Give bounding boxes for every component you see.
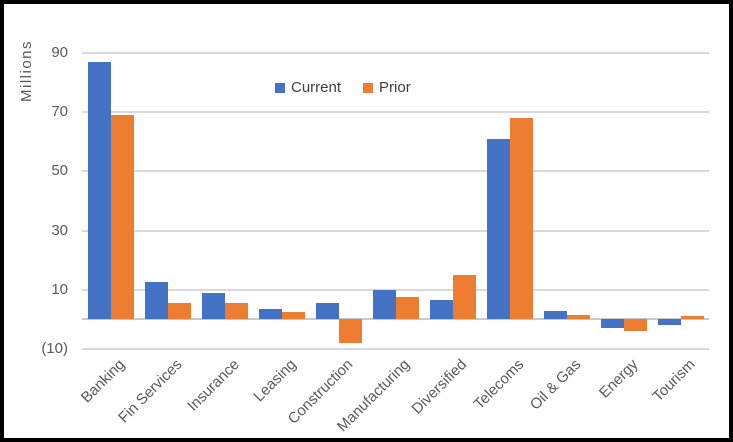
legend-item-current[interactable]: Current (275, 79, 341, 96)
bar-prior-construction[interactable] (338, 319, 362, 344)
bar-current-oil-gas[interactable] (543, 310, 567, 320)
bar-prior-diversified[interactable] (452, 275, 476, 320)
bar-prior-fin-services[interactable] (167, 303, 191, 320)
y-tick-label: (10) (41, 340, 68, 357)
bar-prior-manufacturing[interactable] (395, 297, 419, 320)
bar-current-fin-services[interactable] (144, 282, 168, 320)
category-label: Tourism (649, 356, 699, 406)
gridline-30 (82, 229, 709, 232)
bar-prior-telecoms[interactable] (509, 118, 533, 320)
bar-current-leasing[interactable] (258, 309, 282, 320)
bar-prior-leasing[interactable] (281, 312, 305, 320)
y-tick-label: 50 (51, 162, 68, 180)
bar-prior-oil-gas[interactable] (566, 314, 590, 320)
y-tick-label: 10 (51, 280, 68, 298)
category-axis-line (82, 318, 709, 321)
gridline-70 (82, 111, 709, 114)
bar-prior-banking[interactable] (110, 115, 134, 320)
bar-prior-insurance[interactable] (224, 303, 248, 320)
legend-label-prior: Prior (379, 79, 411, 96)
current-series-swatch-icon (275, 82, 285, 93)
bar-current-energy[interactable] (600, 319, 624, 329)
category-label: Leasing (250, 356, 300, 406)
gridline-90 (82, 52, 709, 54)
gridline-10 (82, 288, 709, 291)
plot-area (82, 52, 709, 350)
category-label: Telecoms (470, 356, 528, 413)
bar-current-tourism[interactable] (657, 319, 681, 326)
gridline-50 (82, 170, 709, 173)
bar-prior-tourism[interactable] (680, 316, 704, 320)
bar-current-construction[interactable] (315, 303, 339, 320)
bar-current-manufacturing[interactable] (372, 289, 396, 320)
y-tick-label: 30 (51, 221, 68, 239)
category-label: Diversified (408, 356, 471, 418)
prior-series-swatch-icon (363, 82, 374, 93)
bar-current-banking[interactable] (87, 61, 111, 320)
legend-item-prior[interactable]: Prior (363, 79, 411, 96)
y-axis-title: Millions (18, 39, 35, 102)
category-label: Oil & Gas (527, 356, 585, 414)
gridline-(10) (82, 348, 709, 350)
bar-prior-energy[interactable] (623, 319, 647, 332)
category-label: Energy (595, 356, 642, 402)
bar-current-insurance[interactable] (201, 292, 225, 320)
category-label: Banking (78, 356, 129, 407)
legend: Current Prior (275, 79, 411, 96)
category-label: Insurance (183, 356, 243, 415)
legend-label-current: Current (291, 79, 342, 96)
y-tick-label: 90 (51, 44, 68, 61)
y-tick-label: 70 (51, 103, 68, 121)
bar-current-diversified[interactable] (429, 300, 453, 320)
bar-current-telecoms[interactable] (486, 138, 510, 320)
